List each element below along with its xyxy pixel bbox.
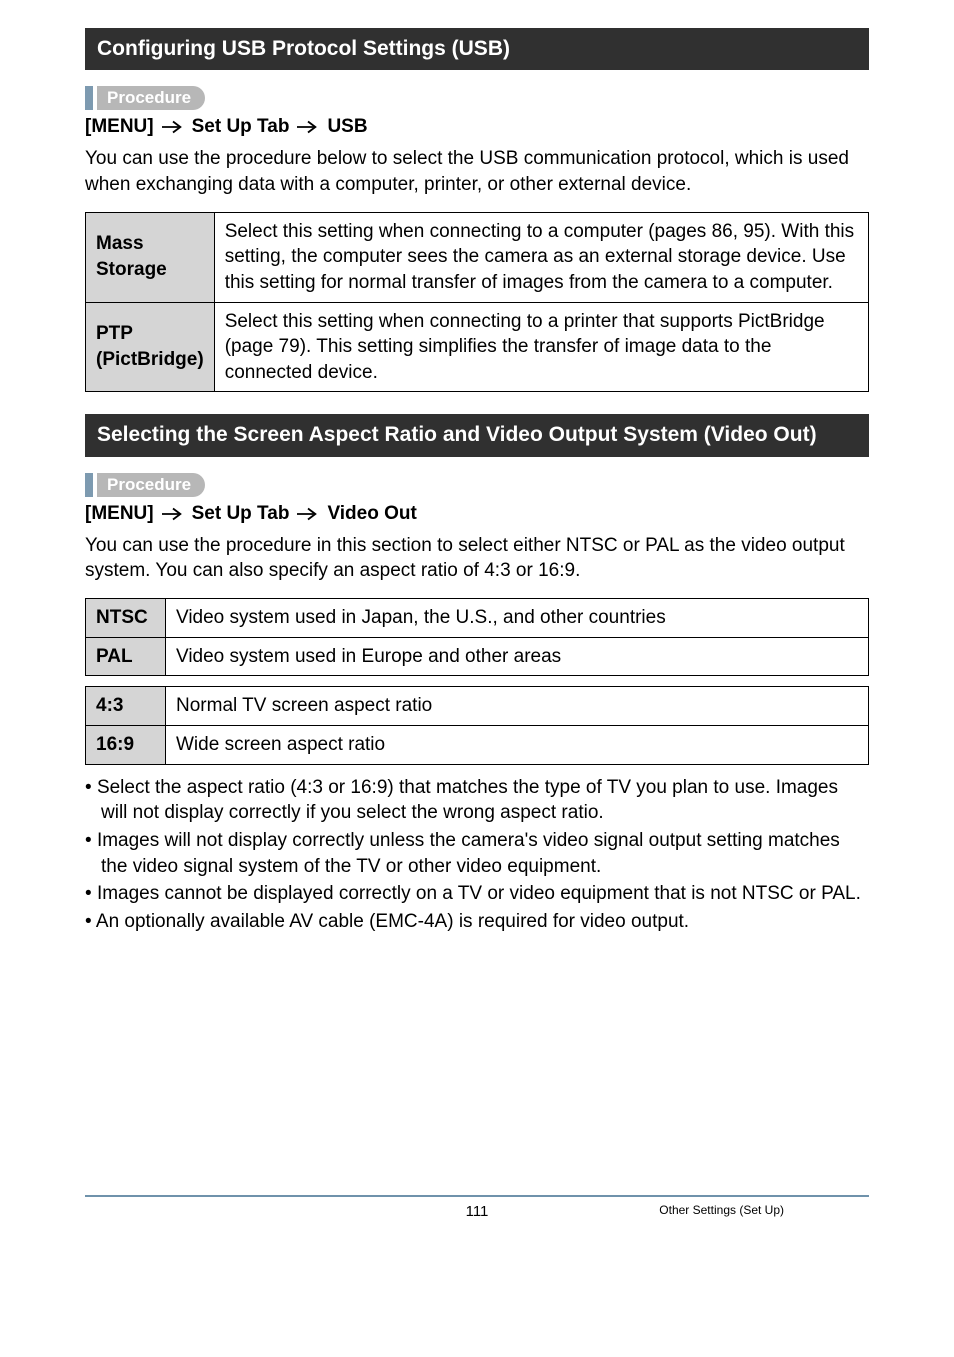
option-desc: Wide screen aspect ratio	[166, 726, 869, 765]
option-key-line: Storage	[96, 259, 167, 280]
menu-path-usb: [MENU] Set Up Tab USB	[85, 116, 869, 138]
list-item: Images will not display correctly unless…	[85, 828, 869, 879]
table-row: PAL Video system used in Europe and othe…	[86, 637, 869, 676]
table-row: 4:3 Normal TV screen aspect ratio	[86, 687, 869, 726]
menu-part: [MENU]	[85, 116, 154, 138]
option-key-line: (PictBridge)	[96, 349, 204, 370]
intro-usb: You can use the procedure below to selec…	[85, 146, 869, 197]
menu-part: Set Up Tab	[192, 116, 290, 138]
option-key: PTP (PictBridge)	[86, 302, 215, 392]
option-desc: Normal TV screen aspect ratio	[166, 687, 869, 726]
menu-part: USB	[327, 116, 367, 138]
list-item: An optionally available AV cable (EMC-4A…	[85, 909, 869, 935]
arrow-right-icon	[297, 120, 319, 134]
option-key: 16:9	[86, 726, 166, 765]
procedure-pill: Procedure	[97, 473, 205, 497]
notes-list: Select the aspect ratio (4:3 or 16:9) th…	[85, 775, 869, 935]
option-desc: Video system used in Europe and other ar…	[166, 637, 869, 676]
procedure-pill: Procedure	[97, 86, 205, 110]
procedure-label-row: Procedure	[85, 473, 869, 497]
menu-part: [MENU]	[85, 503, 154, 525]
page-content: Configuring USB Protocol Settings (USB) …	[0, 0, 954, 935]
option-key: NTSC	[86, 599, 166, 638]
procedure-label: Procedure	[107, 88, 191, 107]
section-heading-video: Selecting the Screen Aspect Ratio and Vi…	[85, 414, 869, 456]
arrow-right-icon	[297, 507, 319, 521]
option-key-line: PTP	[96, 323, 133, 344]
option-key: Mass Storage	[86, 212, 215, 302]
intro-video: You can use the procedure in this sectio…	[85, 533, 869, 584]
option-desc: Select this setting when connecting to a…	[214, 212, 868, 302]
table-row: NTSC Video system used in Japan, the U.S…	[86, 599, 869, 638]
option-key-line: Mass	[96, 233, 144, 254]
procedure-tick-icon	[85, 86, 93, 110]
list-item: Images cannot be displayed correctly on …	[85, 881, 869, 907]
list-item: Select the aspect ratio (4:3 or 16:9) th…	[85, 775, 869, 826]
procedure-label-row: Procedure	[85, 86, 869, 110]
section-heading-usb-text: Configuring USB Protocol Settings (USB)	[97, 37, 510, 60]
table-row: Mass Storage Select this setting when co…	[86, 212, 869, 302]
menu-part: Set Up Tab	[192, 503, 290, 525]
footer-divider	[85, 1195, 869, 1197]
option-key: PAL	[86, 637, 166, 676]
section-heading-video-text: Selecting the Screen Aspect Ratio and Vi…	[97, 423, 817, 446]
option-desc: Video system used in Japan, the U.S., an…	[166, 599, 869, 638]
arrow-right-icon	[162, 120, 184, 134]
usb-options-table: Mass Storage Select this setting when co…	[85, 212, 869, 393]
arrow-right-icon	[162, 507, 184, 521]
video-system-table: NTSC Video system used in Japan, the U.S…	[85, 598, 869, 676]
menu-part: Video Out	[327, 503, 416, 525]
section-heading-usb: Configuring USB Protocol Settings (USB)	[85, 28, 869, 70]
page-number: 111	[466, 1203, 489, 1220]
page-footer: 111 Other Settings (Set Up)	[0, 1195, 954, 1260]
footer-section-name: Other Settings (Set Up)	[659, 1203, 784, 1217]
table-row: 16:9 Wide screen aspect ratio	[86, 726, 869, 765]
table-row: PTP (PictBridge) Select this setting whe…	[86, 302, 869, 392]
procedure-tick-icon	[85, 473, 93, 497]
aspect-ratio-table: 4:3 Normal TV screen aspect ratio 16:9 W…	[85, 686, 869, 764]
procedure-label: Procedure	[107, 475, 191, 494]
menu-path-video: [MENU] Set Up Tab Video Out	[85, 503, 869, 525]
option-desc: Select this setting when connecting to a…	[214, 302, 868, 392]
option-key: 4:3	[86, 687, 166, 726]
